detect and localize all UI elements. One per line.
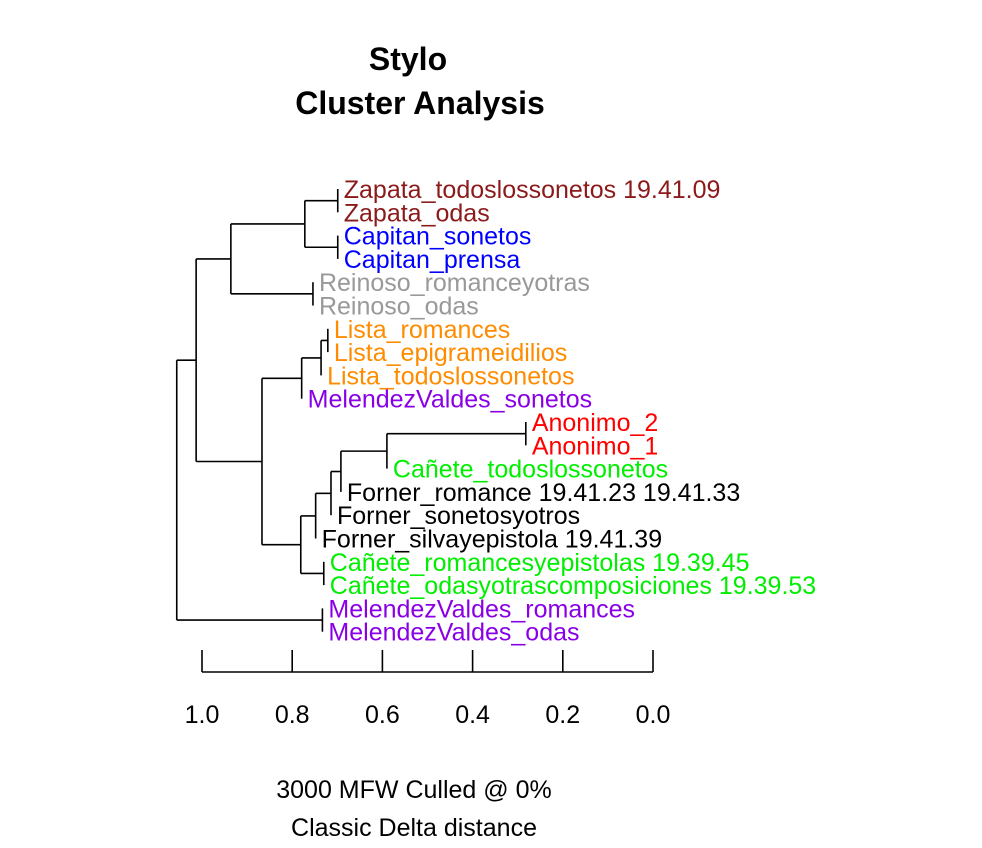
leaf-label: Lista_epigrameidilios — [334, 339, 567, 367]
x-tick-label: 0.6 — [365, 701, 400, 729]
leaf-label: Cañete_romancesyepistolas 19.39.45 — [330, 549, 750, 577]
x-tick-label: 0.0 — [636, 701, 671, 729]
leaf-label: Anonimo_2 — [532, 409, 658, 437]
x-axis-label-distance: Classic Delta distance — [291, 814, 537, 842]
leaf-label: MelendezValdes_odas — [328, 619, 579, 647]
x-tick-label: 0.8 — [275, 701, 310, 729]
leaf-label: Reinoso_romanceyotras — [319, 269, 590, 297]
leaf-label: Capitan_prensa — [344, 246, 521, 274]
leaf-label: Anonimo_1 — [532, 432, 658, 460]
x-axis: 1.0 0.8 0.6 0.4 0.2 0.0 — [185, 650, 671, 729]
leaf-labels: Zapata_todoslossonetos 19.41.09Zapata_od… — [308, 176, 817, 647]
chart-subtitle: Cluster Analysis — [295, 85, 545, 121]
dendrogram-tree — [175, 189, 527, 632]
leaf-label: MelendezValdes_sonetos — [308, 386, 592, 414]
leaf-label: Forner_silvayepistola 19.41.39 — [322, 526, 662, 554]
x-axis-label-mfw: 3000 MFW Culled @ 0% — [276, 776, 551, 804]
leaf-label: MelendezValdes_romances — [328, 595, 635, 623]
leaf-label: Capitan_sonetos — [344, 223, 532, 251]
leaf-label: Reinoso_odas — [319, 293, 479, 321]
chart-title: Stylo — [369, 41, 447, 77]
leaf-label: Cañete_todoslossonetos — [393, 456, 668, 484]
leaf-label: Cañete_odasyotrascomposiciones 19.39.53 — [330, 572, 816, 600]
leaf-label: Forner_romance 19.41.23 19.41.33 — [347, 479, 740, 507]
leaf-label: Forner_sonetosyotros — [337, 502, 580, 530]
leaf-label: Zapata_todoslossonetos 19.41.09 — [344, 176, 721, 204]
x-tick-label: 1.0 — [185, 701, 220, 729]
leaf-label: Zapata_odas — [344, 199, 490, 227]
leaf-label: Lista_todoslossonetos — [327, 362, 574, 390]
leaf-label: Lista_romances — [334, 316, 510, 344]
x-tick-label: 0.4 — [455, 701, 490, 729]
x-tick-label: 0.2 — [545, 701, 580, 729]
